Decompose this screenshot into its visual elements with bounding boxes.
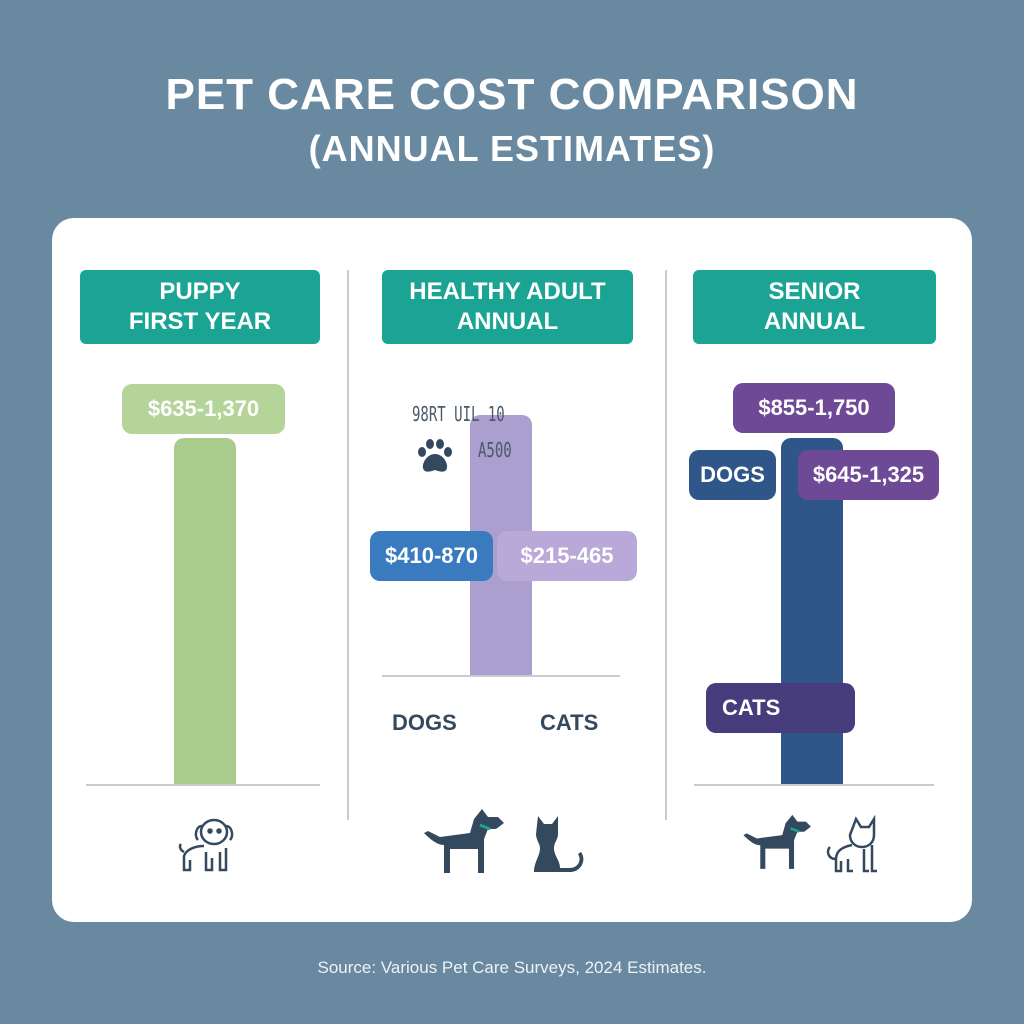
dog-icon: [424, 809, 504, 873]
senior-dogs-range: $855-1,750: [733, 383, 895, 433]
cat-icon: [534, 816, 584, 872]
senior-cats-tag: CATS: [706, 683, 855, 733]
header-senior: SENIOR ANNUAL: [693, 270, 936, 344]
paw-icon: [418, 439, 452, 472]
header-line: SENIOR: [768, 278, 861, 305]
divider: [347, 270, 349, 820]
header-adult: HEALTHY ADULT ANNUAL: [382, 270, 633, 344]
page-title: PET CARE COST COMPARISON: [165, 70, 859, 119]
divider: [665, 270, 667, 820]
axis-label-cats: CATS: [540, 710, 599, 735]
senior-cats-range: $645-1,325: [798, 450, 939, 500]
header-line: FIRST YEAR: [128, 308, 272, 335]
adult-dogs-range: $410-870: [370, 531, 493, 581]
bar-puppy: [174, 438, 236, 785]
header-line: ANNUAL: [763, 308, 866, 335]
header-line: ANNUAL: [456, 308, 559, 335]
header-line: PUPPY: [159, 278, 241, 305]
adult-cats-range: $215-465: [497, 531, 637, 581]
baseline: [382, 675, 620, 677]
baseline: [86, 784, 320, 786]
header-line: HEALTHY ADULT: [409, 278, 606, 305]
garbled-text: A500: [478, 438, 512, 462]
axis-label-dogs: DOGS: [392, 710, 457, 735]
source-note: Source: Various Pet Care Surveys, 2024 E…: [317, 958, 707, 977]
cat-icon: [826, 815, 877, 873]
dog-icon: [743, 814, 811, 869]
senior-dogs-tag: DOGS: [689, 450, 776, 500]
puppy-icon: [178, 818, 234, 872]
puppy-range-label: $635-1,370: [122, 384, 285, 434]
header-puppy: PUPPY FIRST YEAR: [80, 270, 320, 344]
baseline: [694, 784, 934, 786]
garbled-text: 98RT UIL 10: [412, 402, 505, 426]
page-subtitle: (ANNUAL ESTIMATES): [308, 128, 716, 169]
